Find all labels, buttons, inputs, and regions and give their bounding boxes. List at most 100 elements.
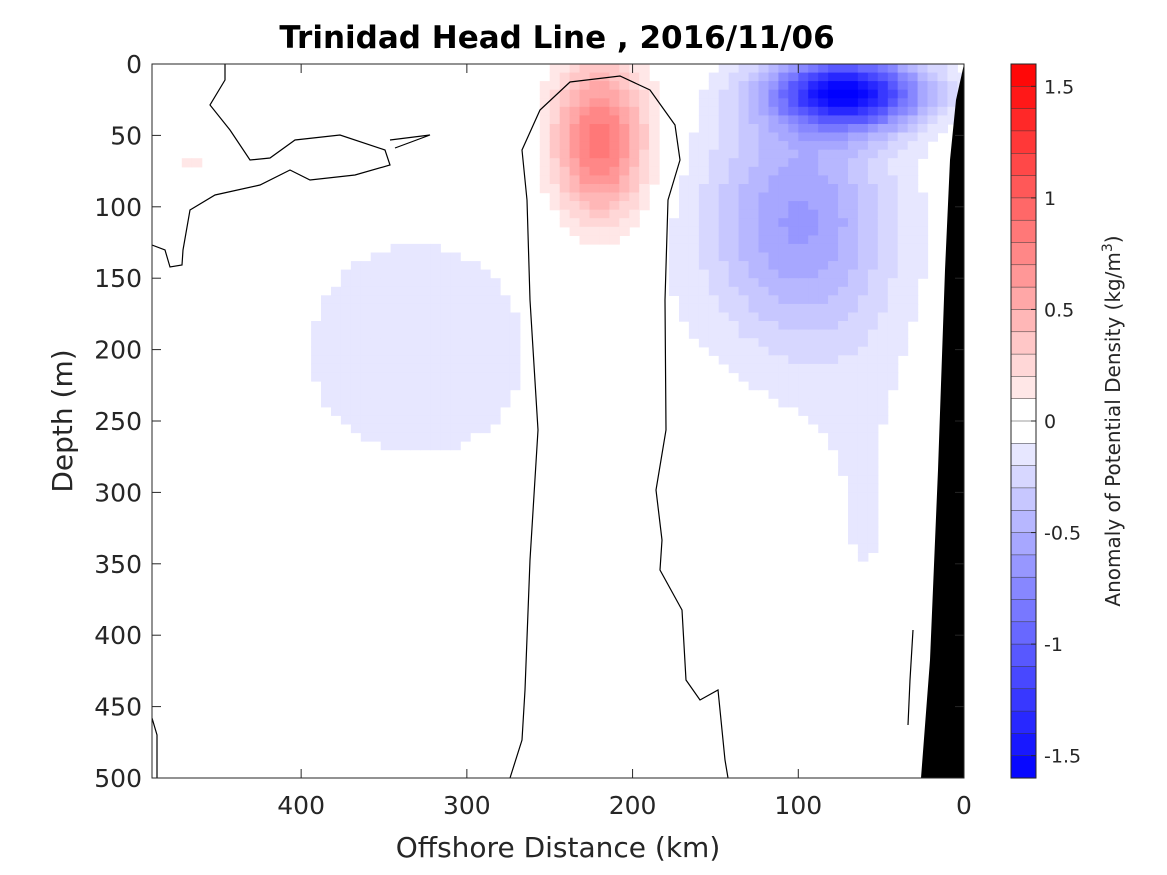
field-cell — [877, 226, 889, 236]
field-cell — [728, 184, 740, 194]
field-cell — [887, 175, 899, 185]
field-cell — [619, 81, 630, 91]
field-cell — [639, 141, 650, 151]
field-cell — [838, 226, 849, 236]
field-cell — [778, 372, 789, 382]
field-cell — [430, 261, 441, 271]
field-cell — [758, 218, 769, 228]
field-cell — [798, 184, 809, 194]
field-cell — [688, 329, 700, 339]
field-cell — [619, 72, 630, 82]
field-cell — [857, 184, 869, 194]
field-cell — [768, 381, 779, 391]
field-cell — [818, 269, 829, 279]
field-cell — [808, 269, 819, 279]
field-cell — [838, 132, 849, 142]
field-cell — [778, 329, 789, 339]
field-cell — [331, 406, 342, 416]
field-cell — [828, 201, 839, 211]
field-cell — [679, 218, 690, 228]
field-cell — [549, 124, 561, 134]
field-cell — [857, 278, 869, 288]
field-cell — [877, 89, 889, 99]
field-cell — [947, 98, 958, 108]
field-cell — [311, 363, 322, 374]
field-cell — [460, 346, 471, 356]
field-cell — [897, 218, 909, 228]
field-cell — [738, 372, 750, 382]
field-cell — [748, 261, 760, 271]
colorbar-swatch — [1010, 532, 1037, 556]
field-cell — [688, 252, 700, 262]
field-cell — [848, 286, 859, 296]
field-cell — [698, 321, 710, 331]
field-cell — [867, 303, 879, 314]
field-cell — [400, 286, 412, 296]
field-cell — [569, 132, 581, 142]
field-cell — [629, 132, 640, 142]
field-cell — [728, 149, 740, 159]
field-cell — [877, 201, 889, 211]
field-cell — [718, 252, 730, 262]
field-cell — [867, 149, 879, 159]
field-cell — [838, 458, 849, 468]
field-cell — [907, 286, 919, 296]
field-cell — [738, 355, 750, 365]
field-cell — [748, 72, 760, 82]
field-cell — [728, 278, 740, 288]
field-cell — [778, 115, 789, 125]
field-cell — [599, 149, 610, 159]
field-cell — [867, 406, 879, 416]
field-cell — [589, 235, 600, 245]
field-cell — [539, 141, 551, 151]
field-cell — [848, 201, 859, 211]
field-cell — [838, 98, 849, 108]
field-cell — [838, 278, 849, 288]
field-cell — [390, 312, 402, 322]
field-cell — [460, 278, 471, 288]
field-cell — [798, 398, 809, 408]
field-cell — [340, 381, 352, 391]
colorbar-swatch — [1010, 309, 1037, 333]
field-cell — [649, 106, 660, 116]
field-cell — [818, 338, 829, 348]
field-cell — [848, 278, 859, 288]
field-cell — [848, 321, 859, 331]
field-cell — [748, 149, 760, 159]
field-cell — [410, 381, 421, 391]
field-cell — [569, 192, 581, 202]
field-cell — [838, 338, 849, 348]
field-cell — [470, 312, 481, 322]
field-cell — [500, 321, 511, 331]
field-cell — [639, 158, 650, 168]
field-cell — [718, 243, 730, 254]
field-cell — [470, 389, 481, 399]
field-cell — [828, 124, 839, 134]
field-cell — [589, 64, 600, 74]
field-cell — [549, 201, 561, 211]
field-cell — [599, 64, 610, 74]
field-cell — [917, 64, 929, 74]
y-tick-label: 0 — [126, 50, 142, 79]
colorbar-label-close: ) — [1101, 235, 1125, 243]
field-cell — [917, 218, 929, 228]
field-cell — [669, 252, 680, 262]
field-cell — [708, 218, 720, 228]
field-cell — [370, 389, 382, 399]
field-cell — [718, 355, 730, 365]
field-cell — [907, 252, 919, 262]
field-cell — [688, 149, 700, 159]
field-cell — [808, 312, 819, 322]
field-cell — [589, 106, 600, 116]
field-cell — [410, 252, 421, 262]
field-cell — [848, 398, 859, 408]
field-cell — [559, 175, 571, 185]
field-cell — [728, 338, 740, 348]
field-cell — [778, 106, 789, 116]
field-cell — [897, 141, 909, 151]
field-cell — [589, 192, 600, 202]
field-cell — [589, 226, 600, 236]
field-cell — [917, 98, 929, 108]
field-cell — [460, 338, 471, 348]
field-cell — [838, 398, 849, 408]
